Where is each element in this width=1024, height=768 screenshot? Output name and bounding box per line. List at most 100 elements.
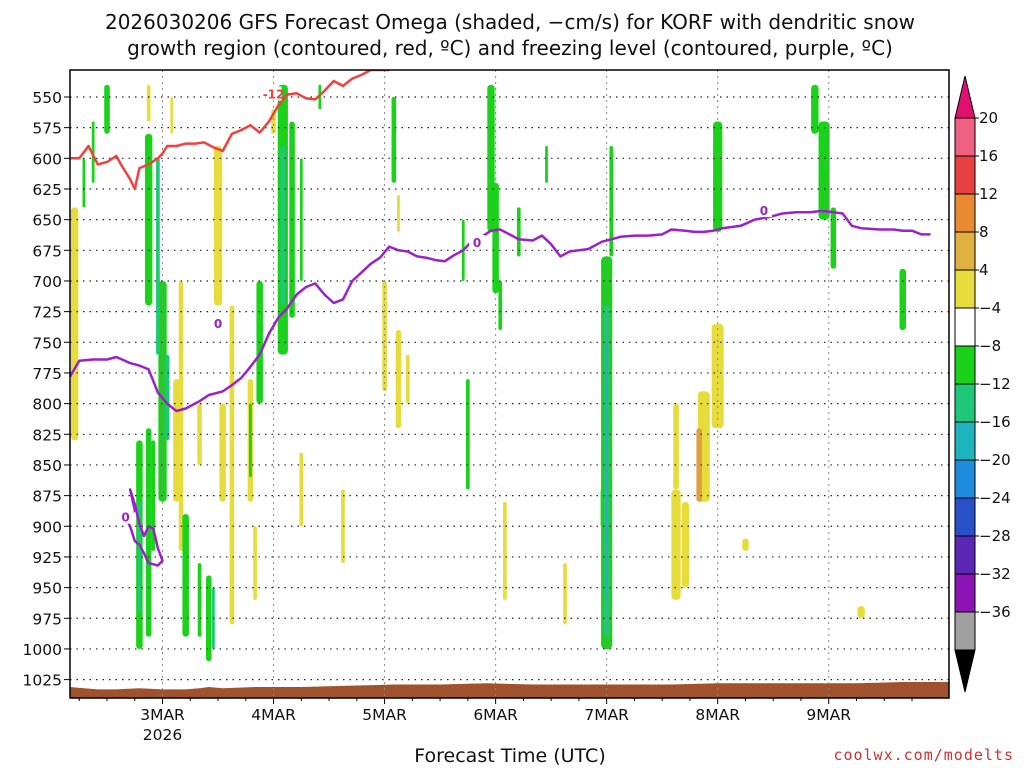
colorbar-swatch [954, 193, 976, 233]
colorbar-swatch [954, 117, 976, 157]
omega-cell [156, 158, 160, 355]
contour-line [70, 70, 390, 191]
credit-text: coolwx.com/modelts [833, 746, 1014, 764]
omega-cell [151, 440, 156, 551]
y-tick-label: 775 [32, 365, 62, 383]
omega-cell [811, 84, 819, 134]
omega-cell [178, 280, 184, 551]
plot-area: 0 0 0 0 -12 [69, 69, 950, 699]
y-tick-label: 625 [32, 181, 62, 199]
omega-cell [164, 354, 170, 441]
colorbar: 20 16 12 8 4 −4 −8 −12 −16 −20 −24 −28 −32 −36 [954, 75, 1011, 693]
colorbar-swatch [954, 535, 976, 575]
x-axis-ticks: 3MAR 2026 4MAR 5MAR 6MAR 7MAR 8MAR 9MAR [78, 698, 913, 744]
omega-cell [91, 121, 95, 183]
colorbar-label: −4 [979, 299, 1001, 317]
y-tick-label: 875 [32, 488, 62, 506]
colorbar-label: −28 [979, 527, 1011, 545]
omega-cell [280, 146, 286, 306]
plot-frame [69, 69, 950, 699]
omega-cell [146, 84, 151, 122]
x-axis-label: Forecast Time (UTC) [414, 745, 605, 767]
colorbar-label: 4 [979, 261, 989, 279]
y-tick-label: 850 [32, 457, 62, 475]
omega-cell [503, 501, 507, 600]
colorbar-label: −32 [979, 565, 1011, 583]
y-tick-label: 750 [32, 334, 62, 352]
omega-cell [671, 489, 681, 600]
omega-cell [138, 501, 141, 613]
omega-cell [173, 379, 180, 502]
y-tick-label: 900 [32, 518, 62, 536]
omega-cell [182, 514, 189, 637]
omega-cell [213, 146, 223, 306]
x-tick-label: 7MAR [584, 706, 629, 724]
y-tick-label: 925 [32, 549, 62, 567]
y-tick-label: 700 [32, 273, 62, 291]
omega-cell [104, 84, 110, 134]
y-tick-label: 825 [32, 426, 62, 444]
omega-cell [563, 563, 567, 625]
contour-label-bg [117, 509, 134, 524]
y-tick-label: 975 [32, 610, 62, 628]
x-tick-label: 5MAR [362, 706, 407, 724]
omega-cell [249, 403, 252, 478]
contour-label-bg [210, 315, 227, 330]
omega-cell [341, 489, 345, 564]
omega-cell [382, 280, 387, 392]
omega-cell [673, 403, 679, 490]
colorbar-label: −16 [979, 413, 1011, 431]
surface-area [70, 682, 949, 698]
y-axis-ticks: 550 575 600 625 650 675 700 725 750 775 800 825 850 8… [23, 89, 70, 690]
omega-cell [253, 526, 257, 600]
omega-cell [516, 207, 521, 257]
contour-line [124, 488, 164, 567]
y-tick-label: 675 [32, 242, 62, 260]
contour-label-bg [265, 86, 282, 101]
contour-label-bg [755, 203, 772, 218]
colorbar-swatch [954, 573, 976, 613]
omega-cell [299, 158, 303, 281]
x-tick-sublabel: 2026 [143, 726, 182, 744]
omega-cell [857, 606, 865, 619]
colorbar-swatch [954, 459, 976, 499]
x-tick-label: 8MAR [695, 706, 740, 724]
omega-cell [742, 538, 749, 551]
omega-cell [713, 121, 723, 232]
omega-cell [391, 96, 397, 183]
contour-label: 0 [214, 317, 222, 331]
colorbar-swatch [954, 345, 976, 385]
colorbar-top-arrow [954, 75, 976, 119]
omega-cell [397, 195, 400, 232]
colorbar-label: 8 [979, 223, 989, 241]
omega-cell [299, 452, 304, 527]
surface-terrain [70, 682, 949, 698]
omega-cell [830, 207, 837, 269]
y-tick-label: 1000 [23, 641, 62, 659]
y-tick-label: 575 [32, 120, 62, 138]
omega-cell [395, 330, 402, 429]
y-tick-label: 650 [32, 212, 62, 230]
omega-cell [170, 96, 174, 134]
contour-label: -12 [263, 88, 285, 102]
omega-cell [318, 84, 322, 110]
y-tick-label: 800 [32, 396, 62, 414]
colorbar-swatch [954, 231, 976, 271]
omega-cell [818, 121, 830, 220]
contour-label: 0 [121, 511, 129, 525]
omega-cell [498, 280, 503, 331]
colorbar-label: 12 [979, 185, 998, 203]
colorbar-label: −20 [979, 451, 1011, 469]
omega-cell [405, 354, 410, 404]
contour-label: 0 [760, 204, 768, 218]
y-tick-label: 1025 [23, 672, 62, 690]
omega-cell [545, 146, 548, 183]
omega-cell [197, 563, 202, 637]
title-line-2: growth region (contoured, red, ºC) and f… [127, 36, 893, 60]
omega-cell [681, 501, 690, 588]
y-tick-label: 725 [32, 304, 62, 322]
contour-labels: 0 0 0 0 -12 [117, 86, 772, 525]
omega-cell [206, 575, 212, 662]
colorbar-swatch [954, 269, 976, 309]
